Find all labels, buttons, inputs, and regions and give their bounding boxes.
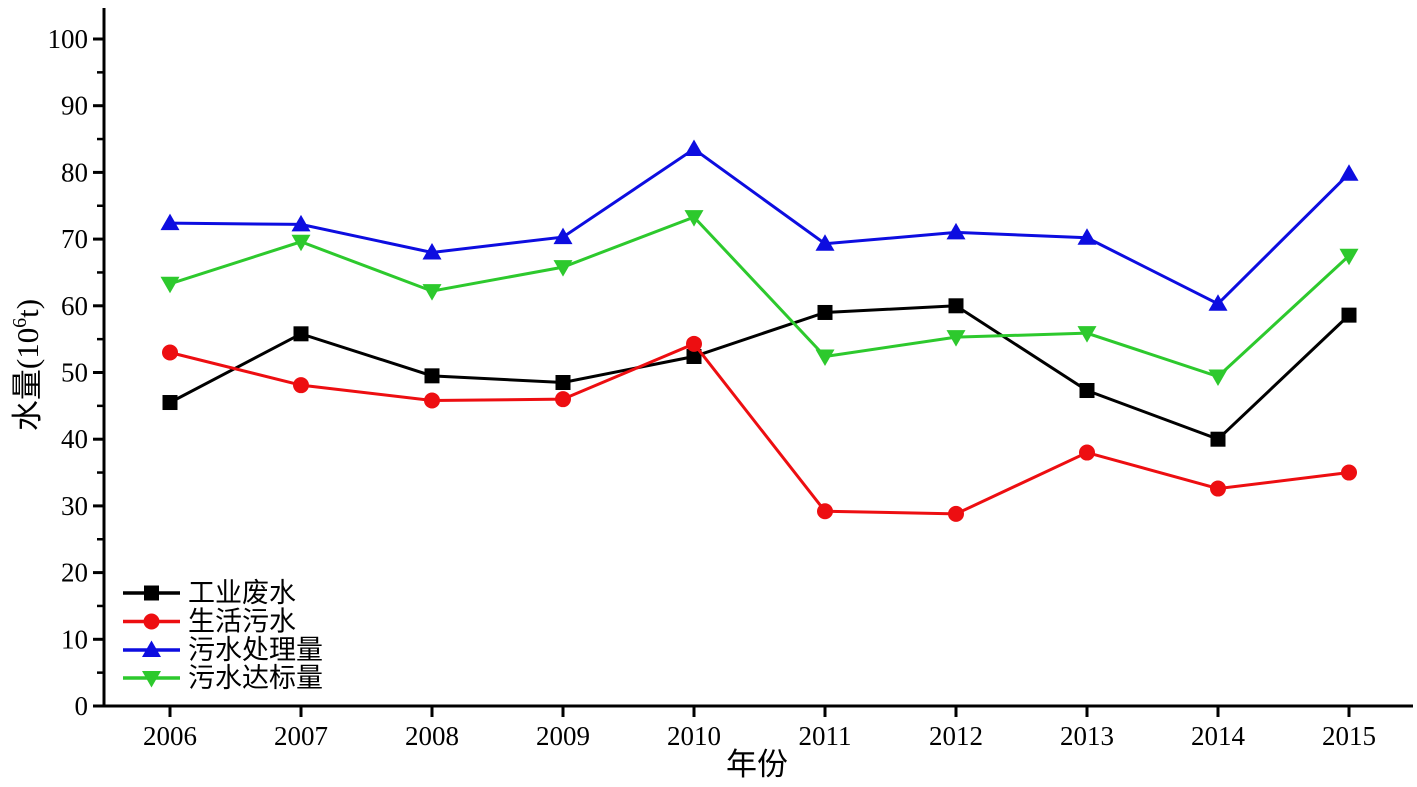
data-point-marker-triangle-up <box>160 213 180 231</box>
legend-item: 污水达标量 <box>123 663 323 693</box>
legend-item: 污水处理量 <box>123 635 323 665</box>
data-point-marker-triangle-down <box>142 671 161 688</box>
data-point-marker-triangle-down <box>1208 369 1228 387</box>
data-point-marker-circle <box>817 503 833 520</box>
y-tick-label: 60 <box>61 291 88 321</box>
data-point-marker-circle <box>1210 480 1226 497</box>
data-point-marker-triangle-down <box>684 210 704 227</box>
data-point-marker-triangle-down <box>815 349 835 366</box>
data-point-marker-triangle-up <box>1077 228 1097 245</box>
data-point-marker-square <box>424 368 440 384</box>
legend-label: 污水达标量 <box>188 663 323 693</box>
data-point-marker-triangle-down <box>160 276 180 294</box>
data-point-marker-triangle-up <box>815 234 835 251</box>
y-tick-label: 70 <box>61 224 88 254</box>
x-axis-title: 年份 <box>726 747 788 782</box>
data-point-marker-triangle-up <box>142 640 161 657</box>
y-tick-label: 50 <box>61 358 88 388</box>
series-line <box>169 341 1350 516</box>
y-tick-label: 80 <box>61 157 88 187</box>
series-line <box>169 304 1351 441</box>
series-line <box>169 215 1351 379</box>
data-point-marker-square <box>144 585 159 601</box>
data-point-marker-triangle-down <box>422 284 442 301</box>
data-point-marker-circle <box>1341 464 1357 481</box>
y-tick-label: 90 <box>61 91 88 121</box>
legend-label: 生活污水 <box>188 607 296 637</box>
legend-label: 污水处理量 <box>188 635 323 665</box>
data-point-marker-triangle-up <box>291 214 311 232</box>
data-point-marker-circle <box>424 392 440 409</box>
data-point-marker-triangle-up <box>946 222 966 240</box>
x-tick-label: 2010 <box>667 721 721 751</box>
data-point-marker-square <box>555 375 571 391</box>
data-point-marker-triangle-down <box>553 260 573 277</box>
data-point-marker-circle <box>948 505 964 522</box>
y-tick-label: 30 <box>61 491 88 521</box>
series-triangle-up <box>160 139 1359 311</box>
series-circle <box>162 335 1357 522</box>
y-tick-label: 0 <box>75 691 89 721</box>
y-tick-label: 20 <box>61 558 88 588</box>
series-square <box>162 298 1357 447</box>
legend-item: 生活污水 <box>123 607 296 637</box>
data-point-marker-circle <box>686 335 702 352</box>
data-point-marker-circle <box>293 377 309 394</box>
data-point-marker-square <box>686 348 702 364</box>
data-point-marker-square <box>162 395 178 411</box>
y-axis-title: 水量(106t) <box>9 299 45 431</box>
series-triangle-down <box>160 210 1359 387</box>
data-point-marker-triangle-up <box>1339 164 1359 181</box>
data-point-marker-circle <box>1079 444 1095 461</box>
x-tick-label: 2009 <box>536 721 590 751</box>
legend-label: 工业废水 <box>188 578 296 608</box>
x-tick-label: 2007 <box>274 721 328 751</box>
legend-item: 工业废水 <box>123 578 296 608</box>
data-point-marker-square <box>1210 431 1226 447</box>
data-point-marker-triangle-down <box>291 234 311 252</box>
data-point-marker-circle <box>143 613 160 630</box>
series-line <box>169 147 1351 306</box>
y-tick-label: 100 <box>48 24 89 54</box>
data-point-marker-triangle-down <box>946 330 966 347</box>
x-tick-label: 2011 <box>799 721 852 751</box>
data-point-marker-triangle-up <box>1208 294 1228 311</box>
data-point-marker-square <box>1079 383 1095 399</box>
data-point-marker-square <box>948 298 964 314</box>
x-tick-label: 2006 <box>143 721 197 751</box>
data-point-marker-square <box>293 326 309 342</box>
x-tick-label: 2014 <box>1191 721 1246 751</box>
data-point-marker-square <box>817 304 833 320</box>
data-point-marker-triangle-up <box>684 139 704 157</box>
x-tick-label: 2012 <box>929 721 983 751</box>
x-tick-label: 2015 <box>1322 721 1376 751</box>
data-point-marker-circle <box>162 344 178 361</box>
data-point-marker-triangle-up <box>422 242 442 260</box>
data-point-marker-square <box>1341 307 1357 323</box>
x-tick-label: 2013 <box>1060 721 1114 751</box>
data-point-marker-triangle-up <box>553 227 573 245</box>
x-tick-label: 2008 <box>405 721 459 751</box>
data-point-marker-circle <box>555 391 571 408</box>
y-tick-label: 10 <box>61 624 88 654</box>
y-tick-label: 40 <box>61 424 88 454</box>
data-point-marker-triangle-down <box>1077 326 1097 343</box>
data-point-marker-triangle-down <box>1339 248 1359 266</box>
